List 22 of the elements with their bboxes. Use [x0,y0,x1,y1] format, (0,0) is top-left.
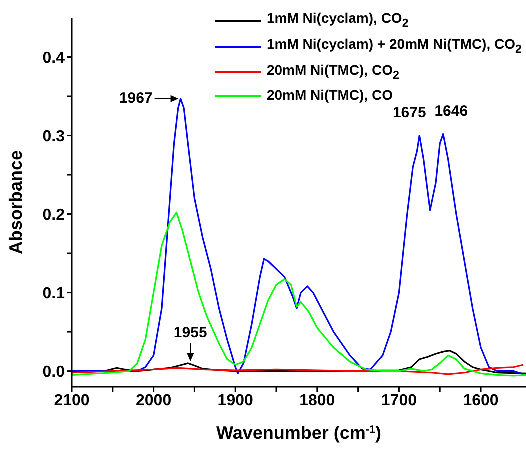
x-tick-label: 1700 [381,392,418,410]
y-tick-label: 0.3 [42,128,66,146]
line-series [72,364,524,376]
y-tick-label: 0.2 [42,206,66,224]
x-tick-label: 2100 [54,392,90,410]
annotation: 1675 [392,104,426,122]
legend-label: 20mM Ni(TMC), CO$_{2}$ [266,60,400,84]
y-tick-label: 0.0 [42,364,66,381]
legend-label: 1mM Ni(cyclam) + 20mM Ni(TMC), CO$_{2}$ [266,34,522,58]
y-axis-title: Absorbance [6,150,26,255]
annotation: 1646 [434,103,468,120]
x-axis-title: Wavenumber (cm$^{-1}$) [216,423,382,443]
y-tick-label: 0.1 [42,285,66,302]
legend-label: 1mM Ni(cyclam), CO$_{2}$ [266,9,409,32]
x-tick-label: 2000 [136,392,172,410]
legend-label: 20mM Ni(TMC), CO [266,86,393,106]
annotation: 1955 [174,324,208,342]
y-tick-label: 0.4 [42,50,66,67]
x-tick-label: 1900 [218,392,254,410]
x-tick-label: 1800 [300,392,336,410]
x-tick-label: 1600 [463,392,499,410]
annotation: 1967 [119,90,153,107]
